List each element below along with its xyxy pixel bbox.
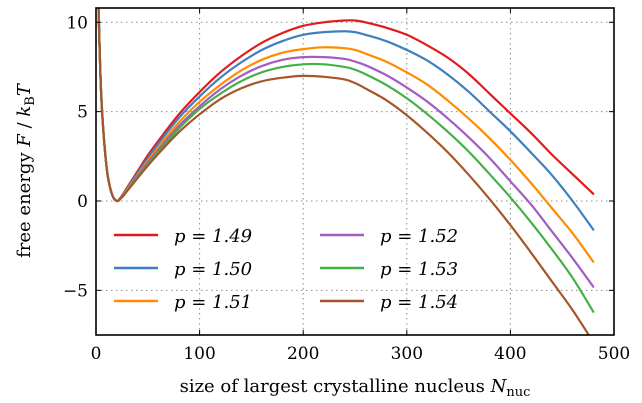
x-tick-label: 0 <box>91 344 102 364</box>
y-tick-label: 5 <box>77 103 88 123</box>
x-tick-label: 400 <box>494 344 526 364</box>
legend-label: p = 1.51 <box>174 292 252 313</box>
x-tick-label: 300 <box>391 344 423 364</box>
x-tick-labels: 0 100 200 300 400 500 <box>91 344 631 364</box>
legend-label: p = 1.49 <box>174 226 252 247</box>
series-line-3 <box>97 8 595 288</box>
series-lines <box>97 8 595 335</box>
legend-label: p = 1.54 <box>380 292 458 313</box>
x-tick-label: 500 <box>598 344 630 364</box>
y-axis-label: free energy F / kBT <box>14 82 38 258</box>
legend-label: p = 1.50 <box>174 259 252 280</box>
plot-frame <box>95 7 615 336</box>
series-line-1 <box>97 8 595 231</box>
axis-ticks <box>95 8 615 335</box>
legend-label: p = 1.53 <box>380 259 458 280</box>
y-tick-labels: −5 0 5 10 <box>63 13 88 301</box>
series-line-5 <box>97 8 591 335</box>
grid <box>96 8 614 335</box>
legend: p = 1.49 p = 1.50 p = 1.51 p = 1.52 p = 1.53… <box>114 226 458 313</box>
y-tick-label: −5 <box>63 281 88 301</box>
x-tick-label: 200 <box>287 344 319 364</box>
y-tick-label: 0 <box>77 192 88 212</box>
series-line-2 <box>97 8 595 263</box>
series-line-4 <box>97 8 595 313</box>
x-tick-label: 100 <box>183 344 215 364</box>
x-axis-label: size of largest crystalline nucleus Nnuc <box>180 376 531 400</box>
legend-label: p = 1.52 <box>380 226 458 247</box>
y-tick-label: 10 <box>66 13 88 33</box>
